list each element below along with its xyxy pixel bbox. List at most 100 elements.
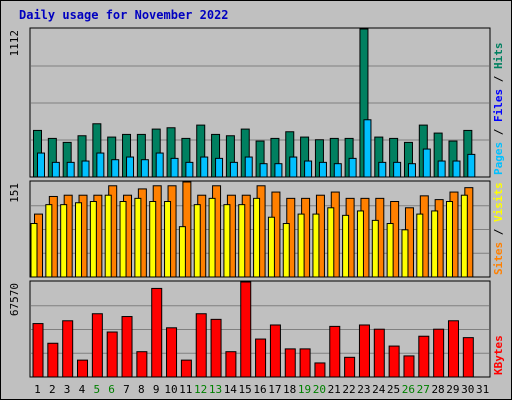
bar-pages-day-3 bbox=[66, 161, 75, 178]
x-tick-day-27: 27 bbox=[417, 383, 430, 396]
bar-sites-day-16 bbox=[253, 197, 261, 278]
series-label-part: Files bbox=[492, 89, 505, 122]
bar-sites-day-28 bbox=[431, 210, 439, 278]
chart-title: Daily usage for November 2022 bbox=[19, 8, 229, 22]
bar-sites-day-14 bbox=[223, 204, 231, 278]
series-label-top: Pages / Files / Hits bbox=[492, 43, 505, 176]
bar-sites-day-4 bbox=[75, 202, 83, 278]
bar-kbytes-day-16 bbox=[255, 338, 267, 378]
bar-pages-day-2 bbox=[51, 161, 60, 178]
x-tick-day-8: 8 bbox=[138, 383, 145, 396]
bar-kbytes-day-14 bbox=[225, 351, 237, 378]
bar-pages-day-19 bbox=[304, 160, 313, 178]
bar-pages-day-26 bbox=[407, 163, 416, 178]
bar-pages-day-17 bbox=[274, 163, 283, 178]
bar-sites-day-25 bbox=[386, 223, 394, 278]
bar-pages-day-16 bbox=[259, 163, 268, 178]
bar-sites-day-5 bbox=[89, 201, 97, 278]
bar-sites-day-13 bbox=[208, 197, 216, 278]
bar-pages-day-1 bbox=[37, 152, 45, 178]
bar-kbytes-day-5 bbox=[91, 313, 103, 378]
bar-kbytes-day-18 bbox=[284, 348, 296, 378]
series-label-part: Visits bbox=[492, 182, 505, 222]
series-label-part: / bbox=[492, 122, 505, 142]
bar-sites-day-6 bbox=[104, 194, 112, 278]
bar-pages-day-28 bbox=[437, 160, 446, 178]
bar-kbytes-day-15 bbox=[240, 281, 252, 378]
bar-pages-day-30 bbox=[467, 153, 476, 178]
bar-kbytes-day-19 bbox=[299, 348, 311, 378]
bar-sites-day-2 bbox=[45, 204, 53, 278]
bar-kbytes-day-9 bbox=[151, 287, 163, 378]
bar-pages-day-14 bbox=[229, 161, 238, 178]
x-tick-day-4: 4 bbox=[79, 383, 86, 396]
series-label-part: Pages bbox=[492, 142, 505, 175]
bar-kbytes-day-25 bbox=[388, 345, 400, 378]
bar-pages-day-12 bbox=[200, 156, 209, 178]
series-label-part: / bbox=[492, 69, 505, 89]
bar-kbytes-day-21 bbox=[329, 325, 341, 378]
bar-sites-day-30 bbox=[460, 194, 468, 278]
bar-kbytes-day-29 bbox=[447, 320, 459, 378]
ymax-label-bottom: 67570 bbox=[8, 283, 21, 316]
bar-pages-day-8 bbox=[140, 159, 149, 178]
x-tick-day-18: 18 bbox=[283, 383, 296, 396]
x-tick-day-26: 26 bbox=[402, 383, 415, 396]
bar-kbytes-day-23 bbox=[358, 324, 370, 378]
bar-kbytes-day-27 bbox=[418, 335, 430, 378]
bar-pages-day-20 bbox=[318, 161, 327, 178]
bar-sites-day-3 bbox=[60, 204, 68, 278]
x-tick-day-1: 1 bbox=[34, 383, 41, 396]
bar-sites-day-19 bbox=[297, 213, 305, 278]
bar-sites-day-27 bbox=[416, 213, 424, 278]
x-tick-day-5: 5 bbox=[93, 383, 100, 396]
x-tick-day-22: 22 bbox=[342, 383, 355, 396]
bar-kbytes-day-10 bbox=[166, 327, 178, 378]
bar-kbytes-day-22 bbox=[344, 356, 356, 378]
x-tick-day-21: 21 bbox=[328, 383, 341, 396]
x-tick-day-25: 25 bbox=[387, 383, 400, 396]
x-tick-day-20: 20 bbox=[313, 383, 326, 396]
bar-pages-day-5 bbox=[96, 152, 105, 178]
x-tick-day-2: 2 bbox=[49, 383, 56, 396]
bar-pages-day-21 bbox=[333, 163, 342, 178]
bar-sites-day-9 bbox=[149, 201, 157, 278]
bar-sites-day-18 bbox=[282, 223, 290, 278]
bar-sites-day-8 bbox=[134, 197, 142, 278]
bar-pages-day-18 bbox=[289, 156, 298, 178]
x-tick-day-10: 10 bbox=[164, 383, 177, 396]
x-tick-day-28: 28 bbox=[431, 383, 444, 396]
series-label-part: / bbox=[492, 222, 505, 242]
series-label-part: Hits bbox=[492, 43, 505, 70]
x-tick-day-3: 3 bbox=[64, 383, 71, 396]
bar-pages-day-6 bbox=[111, 159, 120, 178]
bar-pages-day-15 bbox=[244, 156, 253, 178]
bar-kbytes-day-13 bbox=[210, 318, 222, 378]
bar-kbytes-day-30 bbox=[462, 337, 474, 378]
x-tick-day-31: 31 bbox=[476, 383, 489, 396]
bar-pages-day-22 bbox=[348, 157, 357, 178]
bar-kbytes-day-28 bbox=[433, 328, 445, 378]
x-tick-day-17: 17 bbox=[268, 383, 281, 396]
bar-pages-day-7 bbox=[126, 156, 135, 178]
bar-pages-day-10 bbox=[170, 157, 179, 178]
series-label-middle: Sites / Visits bbox=[492, 182, 505, 275]
bar-sites-day-10 bbox=[164, 201, 172, 278]
bar-pages-day-13 bbox=[215, 157, 224, 178]
x-tick-day-29: 29 bbox=[446, 383, 459, 396]
bar-sites-day-21 bbox=[327, 207, 335, 278]
bar-sites-day-1 bbox=[30, 223, 38, 278]
series-label-part: KBytes bbox=[492, 335, 505, 375]
x-tick-day-7: 7 bbox=[123, 383, 130, 396]
bar-sites-day-12 bbox=[193, 204, 201, 278]
bar-sites-day-22 bbox=[342, 214, 350, 278]
x-tick-day-23: 23 bbox=[357, 383, 370, 396]
bar-sites-day-23 bbox=[356, 210, 364, 278]
bar-kbytes-day-1 bbox=[32, 323, 44, 378]
bar-sites-day-29 bbox=[445, 201, 453, 278]
bar-pages-day-4 bbox=[81, 160, 90, 178]
ymax-label-top: 1112 bbox=[8, 30, 21, 57]
bar-kbytes-day-24 bbox=[373, 328, 385, 378]
bar-kbytes-day-11 bbox=[180, 359, 192, 378]
